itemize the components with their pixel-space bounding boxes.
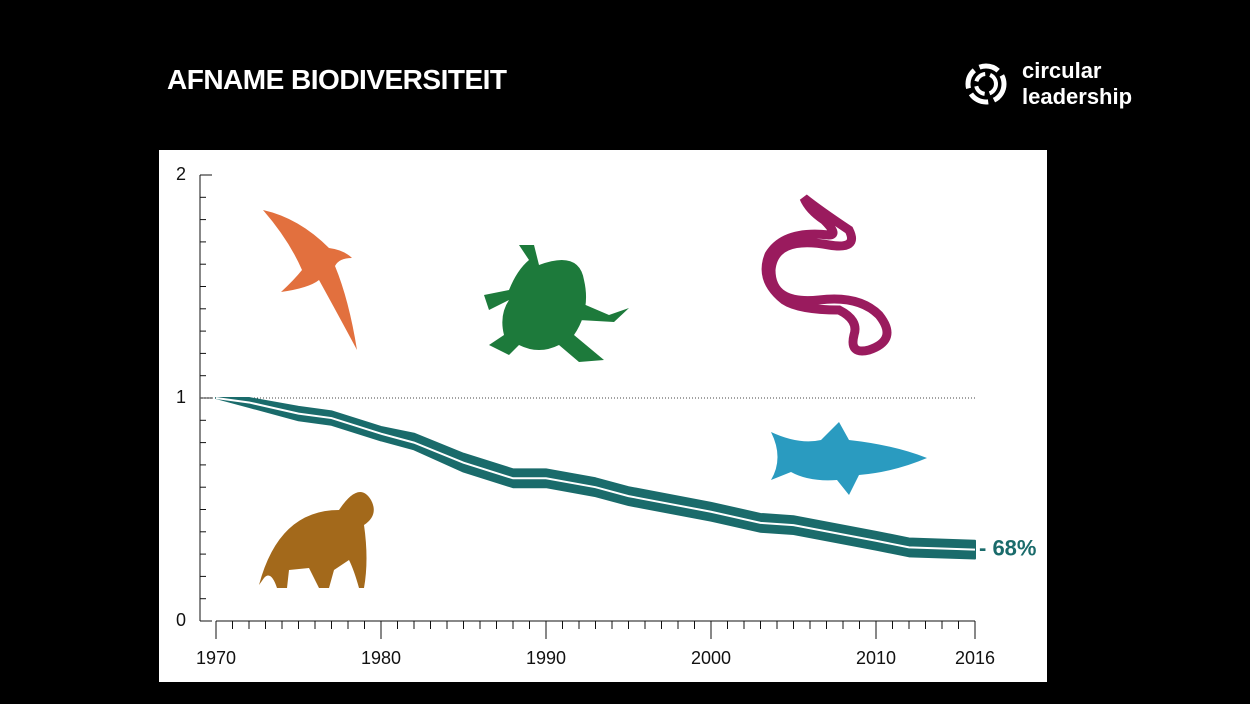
fish-icon (771, 422, 927, 495)
logo: circular leadership (964, 58, 1132, 110)
logo-icon (965, 63, 1007, 105)
logo-line: leadership (1022, 84, 1133, 109)
snake-icon (761, 194, 892, 356)
logo-text: circular leadership (1022, 58, 1132, 110)
x-tick-label: 2016 (955, 648, 995, 668)
frog-icon (484, 245, 629, 362)
logo-line: circular (1022, 58, 1102, 83)
x-tick-label: 1990 (526, 648, 566, 668)
y-tick-label: 0 (176, 610, 186, 630)
y-tick-label: 1 (176, 387, 186, 407)
x-tick-label: 1980 (361, 648, 401, 668)
x-tick-label: 1970 (196, 648, 236, 668)
index-line (215, 397, 976, 551)
annotation: - 68% (979, 535, 1036, 560)
x-tick-label: 2010 (856, 648, 896, 668)
y-tick-label: 2 (176, 164, 186, 184)
chart: 0 1 2 1970 1980 1990 2000 2010 2016 - 68% (159, 150, 1047, 682)
x-tick-label: 2000 (691, 648, 731, 668)
slide-title: AFNAME BIODIVERSITEIT (167, 64, 507, 95)
bird-icon (263, 210, 357, 350)
gorilla-icon (259, 492, 374, 588)
